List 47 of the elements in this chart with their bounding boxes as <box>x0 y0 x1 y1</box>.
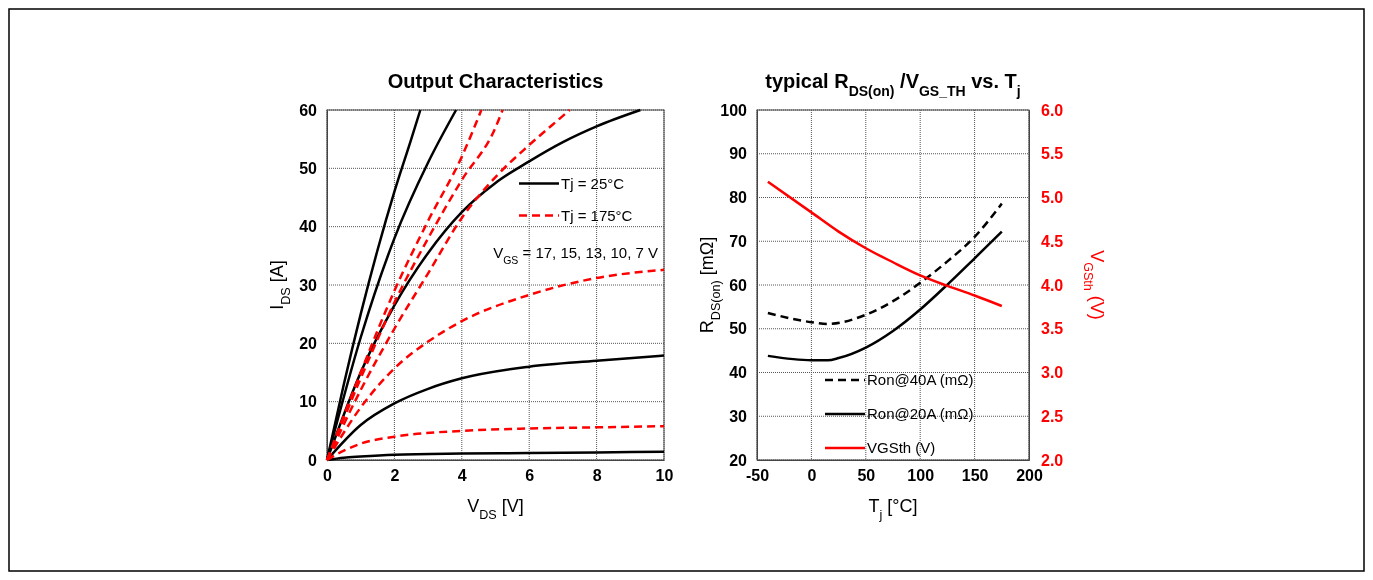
y-tick-label: 40 <box>299 218 318 236</box>
y-tick-label: 80 <box>729 189 748 207</box>
y-tick-label: 100 <box>720 101 748 119</box>
chart-title: Output Characteristics <box>387 70 604 92</box>
y-tick-label: 0 <box>308 451 318 469</box>
x-tick-label: -50 <box>745 467 770 485</box>
x-tick-label: 6 <box>525 467 535 485</box>
y-tick-label: 50 <box>299 159 318 177</box>
x-axis-title: V$_{DS}$ [V] <box>467 496 524 522</box>
y-tick-label: 40 <box>729 364 748 382</box>
x-tick-label: 0 <box>807 467 817 485</box>
x-tick-label: 0 <box>323 467 333 485</box>
y2-tick-label: 2.5 <box>1041 407 1064 425</box>
y2-tick-label: 6.0 <box>1041 101 1064 119</box>
x-tick-label: 10 <box>655 467 674 485</box>
y-tick-label: 90 <box>729 145 748 163</box>
x-tick-label: 100 <box>907 467 935 485</box>
x-tick-label: 200 <box>1016 467 1043 485</box>
y-tick-label: 70 <box>729 232 748 250</box>
y-tick-label: 10 <box>299 393 318 411</box>
y2-tick-label: 3.5 <box>1041 320 1064 338</box>
x-tick-label: 50 <box>857 467 876 485</box>
y-tick-label: 60 <box>299 101 318 119</box>
y-tick-label: 50 <box>729 320 748 338</box>
legend-label: VGSth (V) <box>867 439 936 456</box>
x-tick-label: 8 <box>592 467 602 485</box>
legend-label: Tj = 25°C <box>561 174 625 192</box>
legend-label: Ron@40A (mΩ) <box>867 371 974 388</box>
x-axis-title: T$_{j}$ [°C] <box>868 496 918 522</box>
y2-tick-label: 4.5 <box>1041 232 1064 250</box>
y-tick-label: 20 <box>299 334 318 352</box>
y2-tick-label: 3.0 <box>1041 364 1064 382</box>
x-tick-label: 4 <box>457 467 467 485</box>
annotation: V$_{GS}$ = 17, 15, 13, 10, 7 V <box>493 243 658 266</box>
legend-label: Ron@20A (mΩ) <box>867 405 974 422</box>
y2-tick-label: 4.0 <box>1041 276 1064 294</box>
x-tick-label: 150 <box>961 467 989 485</box>
y2-tick-label: 2.0 <box>1041 451 1064 469</box>
y-tick-label: 30 <box>299 276 318 294</box>
legend-label: Tj = 175°C <box>561 206 633 224</box>
x-tick-label: 2 <box>390 467 400 485</box>
y2-tick-label: 5.0 <box>1041 189 1064 207</box>
y-tick-label: 60 <box>729 276 748 294</box>
y2-tick-label: 5.5 <box>1041 145 1064 163</box>
y-tick-label: 20 <box>729 451 748 469</box>
chart-title: typical R$_{DS(on)}$ /V$_{GS_TH}$ vs. T$_{j}$ <box>765 70 1021 99</box>
y-tick-label: 30 <box>729 407 748 425</box>
